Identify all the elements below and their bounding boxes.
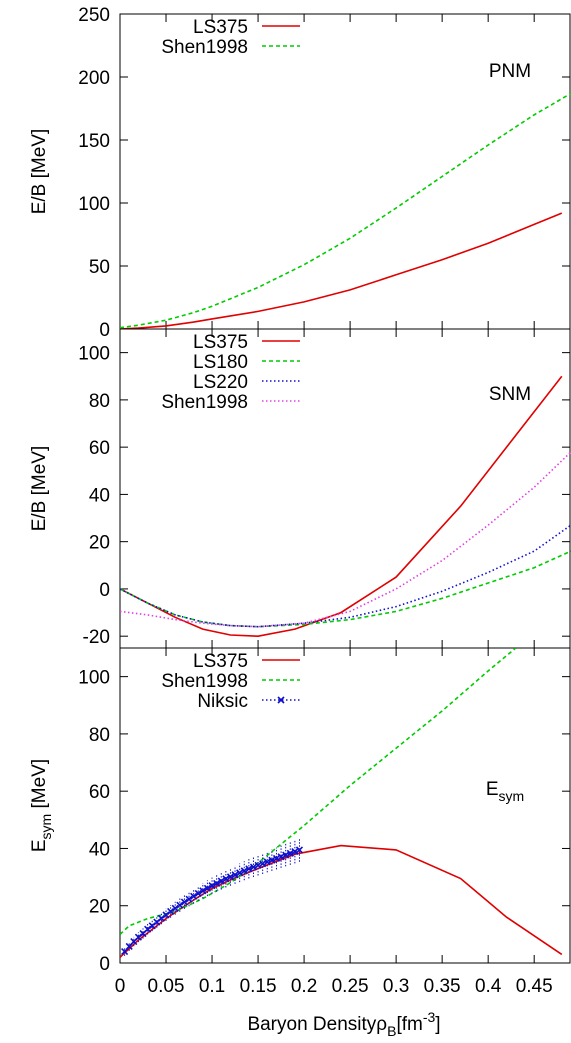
y-tick-label: 150 — [78, 131, 110, 152]
y-tick-label: 0 — [99, 580, 110, 601]
data-point — [199, 887, 207, 895]
y-axis-label-sub: sym — [38, 814, 54, 840]
legend-label: Niksic — [197, 691, 248, 712]
panel-esym: 0 20 40 60 80 100 0 0.05 0.1 0.15 0.2 0.25 0.3 0.35 0.… — [29, 647, 571, 1039]
y-axis-label: Esym [MeV] — [29, 759, 54, 852]
panel-annotation-main: SNM — [489, 384, 531, 405]
data-point — [194, 889, 202, 897]
data-point — [226, 873, 235, 881]
y-tick-label: 100 — [78, 668, 110, 689]
x-axis-label-rho: ρ — [376, 1014, 387, 1035]
plot-frame — [119, 328, 571, 649]
data-point — [272, 854, 281, 863]
y-tick-label: 0 — [99, 954, 110, 975]
y-tick-label: 80 — [89, 391, 110, 412]
panel-annotation: SNM — [489, 384, 531, 405]
x-tick-label: 0.4 — [475, 976, 502, 997]
x-tick-label: 0.25 — [332, 976, 369, 997]
x-tick-label: 0.35 — [424, 976, 461, 997]
data-point — [157, 914, 165, 922]
data-point — [208, 882, 216, 890]
x-tick-label: 0.15 — [240, 976, 277, 997]
y-tick-label: 50 — [89, 257, 110, 278]
y-tick-label: 60 — [89, 782, 110, 803]
series-line-niksic — [124, 849, 300, 953]
x-tick-label: 0.3 — [383, 976, 409, 997]
panel-annotation: PNM — [489, 61, 531, 82]
y-axis-label-main: E/B [MeV] — [29, 129, 50, 215]
x-tick-label: 0.1 — [199, 976, 225, 997]
legend-label: Shen1998 — [161, 392, 248, 413]
y-tick-label: 80 — [89, 725, 110, 746]
x-axis-label: Baryon DensityρB[fm-3] — [247, 1009, 440, 1039]
x-tick-label: 0.45 — [516, 976, 553, 997]
x-tick-label: 0 — [115, 976, 126, 997]
series-line-ls375 — [120, 375, 563, 638]
legend-label: LS180 — [193, 352, 248, 373]
y-tick-label: 60 — [89, 438, 110, 459]
data-point — [217, 877, 225, 885]
data-point — [268, 856, 276, 864]
plot-area — [120, 92, 571, 329]
plot-area — [120, 375, 571, 638]
x-axis-label-unit-exp: -3 — [423, 1009, 436, 1025]
y-tick-label: 40 — [89, 839, 110, 860]
series-line-ls220 — [120, 524, 571, 628]
y-axis-label: E/B [MeV] — [29, 446, 50, 532]
legend-label: LS220 — [193, 372, 248, 393]
data-point — [291, 848, 299, 856]
data-point — [263, 858, 271, 866]
y-tick-label: 250 — [78, 5, 110, 26]
panel-annotation-main: PNM — [489, 61, 531, 82]
legend-label: Shen1998 — [161, 671, 248, 692]
y-tick-label: 200 — [78, 68, 110, 89]
x-tick-label: 0.2 — [291, 976, 317, 997]
y-tick-label: 100 — [78, 344, 110, 365]
plot-area — [120, 648, 563, 958]
y-tick-label: 0 — [99, 320, 110, 341]
legend-label: LS375 — [193, 332, 248, 353]
y-tick-label: 20 — [89, 897, 110, 918]
y-tick-label: 100 — [78, 194, 110, 215]
data-point — [144, 925, 152, 933]
panel-annotation-main: E — [486, 779, 499, 800]
y-axis-label-main: E/B [MeV] — [29, 446, 50, 532]
legend-label: LS375 — [193, 17, 248, 38]
data-point — [277, 853, 285, 861]
x-axis-label-unit-end: ] — [435, 1014, 440, 1035]
data-point — [213, 879, 221, 887]
panel-annotation-sub: sym — [499, 788, 525, 804]
x-tick-label: 0.05 — [148, 976, 185, 997]
x-axis-label-main: Baryon Density — [247, 1014, 376, 1035]
series-line-ls180 — [120, 550, 571, 628]
y-axis-label: E/B [MeV] — [29, 129, 50, 215]
x-axis-label-rho-sub: B — [387, 1023, 396, 1039]
y-tick-label: 40 — [89, 485, 110, 506]
y-axis-label-unit: [MeV] — [29, 759, 50, 814]
legend-label: Shen1998 — [161, 37, 248, 58]
panel-annotation: Esym — [486, 779, 524, 804]
y-tick-label: -20 — [83, 627, 110, 648]
series-line-ls375 — [120, 212, 563, 329]
data-point — [286, 849, 294, 857]
data-point — [295, 846, 304, 854]
panel-snm: -20 0 20 40 60 80 100 E/B [MeV] SNM LS375LS180LS2… — [29, 328, 571, 649]
y-tick-label: 20 — [89, 533, 110, 554]
x-axis-label-unit: [fm — [396, 1014, 422, 1035]
y-axis-label-main: E — [29, 839, 50, 852]
series-line-shen1998 — [120, 92, 571, 329]
data-point — [203, 884, 212, 892]
data-point — [282, 851, 290, 859]
series-line-shen1998 — [120, 451, 571, 628]
legend-label: LS375 — [193, 651, 248, 672]
plot-frame — [119, 647, 571, 964]
data-point — [222, 875, 230, 883]
legend-marker — [277, 696, 285, 704]
